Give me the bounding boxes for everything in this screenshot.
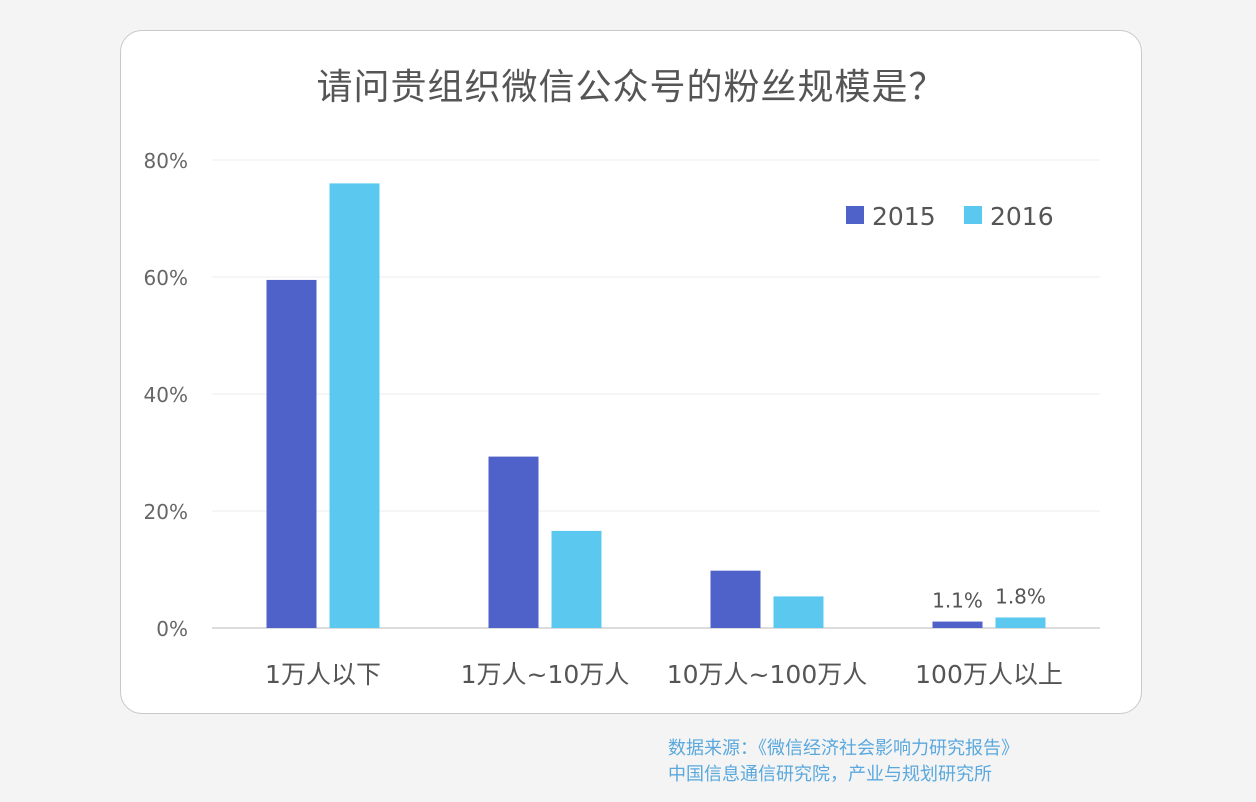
bar-2015 <box>710 570 761 628</box>
x-category-label: 1万人~10万人 <box>461 660 630 689</box>
bar-2015 <box>266 279 317 628</box>
source-line-1: 数据来源：《微信经济社会影响力研究报告》 <box>668 738 1019 759</box>
bar-2015 <box>488 456 539 628</box>
data-label: 1.8% <box>995 584 1046 608</box>
bar-2016 <box>773 596 824 628</box>
bar-2016 <box>995 617 1046 628</box>
legend-swatch-2015 <box>846 206 864 224</box>
data-label: 1.1% <box>932 589 983 613</box>
x-category-label: 100万人以上 <box>915 660 1063 689</box>
x-category-label: 10万人~100万人 <box>667 660 867 689</box>
y-tick-label: 40% <box>144 383 188 407</box>
y-tick-label: 20% <box>144 500 188 524</box>
x-category-label: 1万人以下 <box>265 660 381 689</box>
data-source-note: 数据来源：《微信经济社会影响力研究报告》 中国信息通信研究院，产业与规划研究所 <box>668 736 1019 788</box>
y-tick-label: 0% <box>156 617 188 641</box>
chart-title: 请问贵组织微信公众号的粉丝规模是？ <box>316 67 946 108</box>
y-tick-label: 60% <box>144 266 188 290</box>
source-line-2: 中国信息通信研究院，产业与规划研究所 <box>668 764 992 785</box>
legend-label: 2015 <box>872 202 936 231</box>
bar-2016 <box>329 183 380 628</box>
legend-label: 2016 <box>990 202 1054 231</box>
legend-swatch-2016 <box>964 206 982 224</box>
bar-2015 <box>932 621 983 628</box>
y-tick-label: 80% <box>144 149 188 173</box>
bar-2016 <box>551 530 602 628</box>
